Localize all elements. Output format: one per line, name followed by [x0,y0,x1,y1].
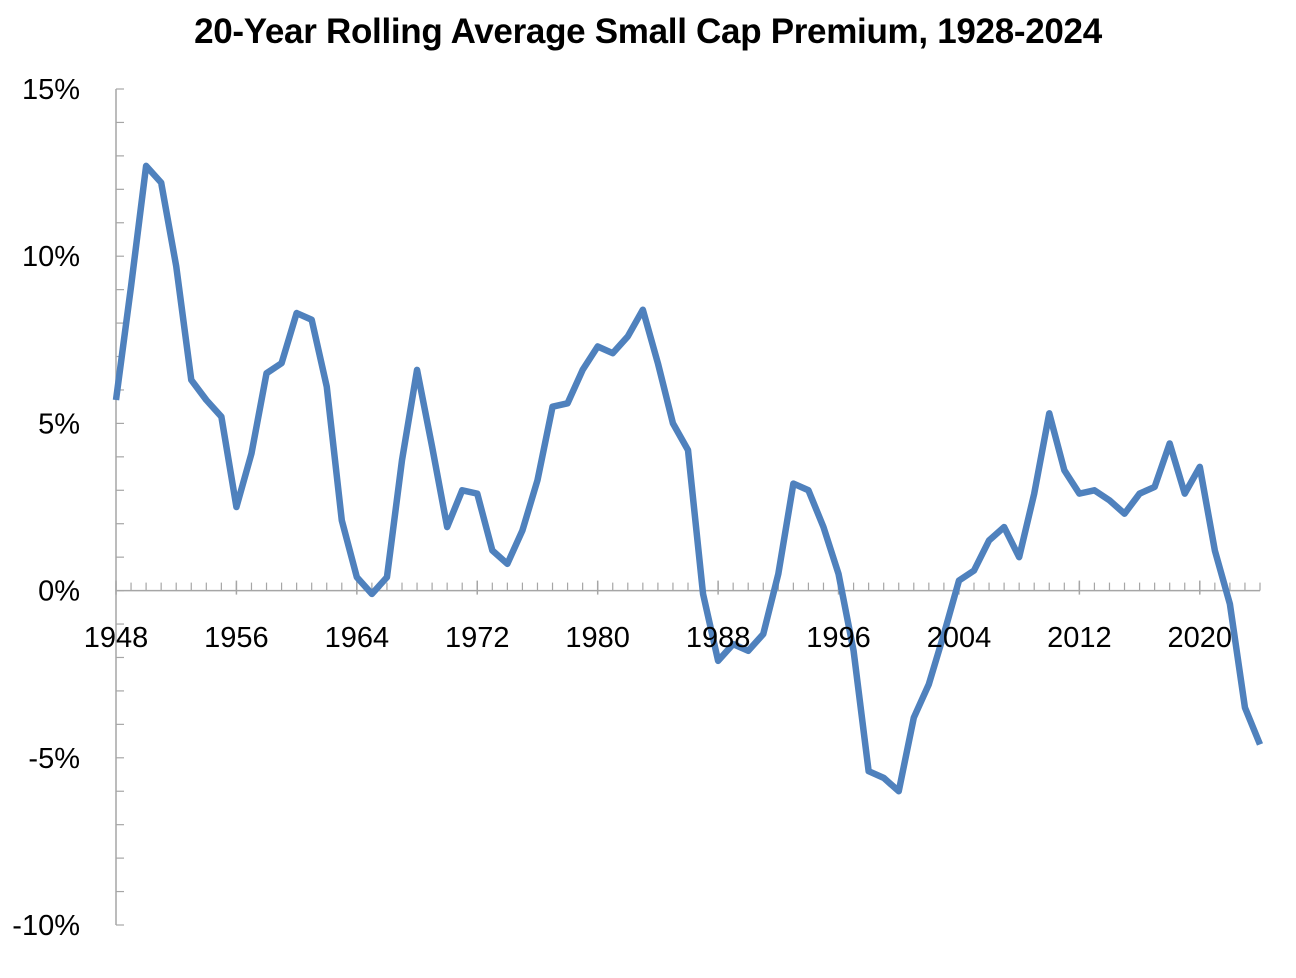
x-axis [115,580,1260,595]
x-tick-label: 1948 [84,622,149,654]
series-layer [112,162,1264,795]
minor-ticks [115,88,1261,926]
x-tick-label: 2012 [1047,622,1112,654]
y-tick-label: -5% [28,743,80,775]
y-tick-label: 0% [38,576,80,608]
y-tick-label: 15% [22,74,80,106]
x-tick-labels: 1948 1956 1964 1972 1980 1988 1996 2004 2012 2020 [84,622,1232,654]
x-tick-label: 1996 [806,622,871,654]
x-tick-label: 1972 [445,622,510,654]
x-tick-label: 2004 [927,622,992,654]
y-tick-label: -10% [12,910,80,942]
y-tick-label: 10% [22,241,80,273]
x-tick-label: 1956 [204,622,269,654]
x-tick-label: 2020 [1168,622,1233,654]
y-tick-labels: 15% 10% 5% 0% -5% -10% [12,74,80,942]
x-tick-label: 1964 [325,622,390,654]
x-tick-label: 1988 [686,622,751,654]
chart-title: 20-Year Rolling Average Small Cap Premiu… [194,12,1102,51]
x-tick-label: 1980 [565,622,630,654]
series-line [112,162,1264,795]
y-tick-label: 5% [38,408,80,440]
